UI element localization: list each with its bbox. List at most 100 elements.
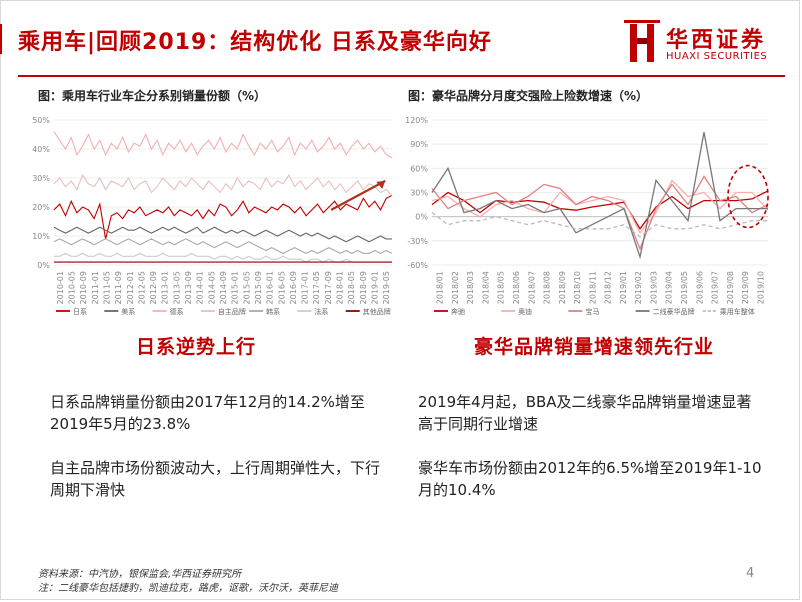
- x-tick-label: 2016-05: [277, 271, 286, 304]
- accent-bar: [0, 24, 2, 54]
- y-tick-label: 50%: [32, 116, 50, 125]
- y-tick-label: 40%: [32, 145, 50, 154]
- right-paragraph-2: 豪华车市场份额由2012年的6.5%增至2019年1-10月的10.4%: [418, 459, 762, 499]
- x-tick-label: 2015-05: [242, 271, 251, 304]
- x-tick-label: 2018/08: [543, 271, 552, 304]
- y-tick-label: 0%: [37, 261, 50, 270]
- x-tick-label: 2017-05: [312, 271, 321, 304]
- x-tick-label: 2018/07: [527, 271, 536, 304]
- y-tick-label: -60%: [407, 261, 428, 270]
- left-line-chart: 0%10%20%30%40%50%2010-01 2010-05 2010-09 20…: [32, 116, 393, 316]
- x-tick-label: 2011-05: [102, 271, 111, 304]
- x-tick-label: 2017-01: [301, 271, 310, 304]
- x-tick-label: 2019/04: [665, 271, 674, 304]
- series-line-美系: [53, 226, 392, 243]
- legend-label: 自主品牌: [218, 307, 246, 316]
- x-tick-label: 2018/06: [512, 271, 521, 304]
- left-paragraph-1: 日系品牌销量份额由2017年12月的14.2%增至2019年5月的23.8%: [50, 393, 365, 433]
- x-tick-label: 2018/05: [497, 271, 506, 304]
- series-line-德系: [53, 131, 393, 159]
- series-line-日系: [53, 194, 393, 240]
- company-logo: 华西证券 HUAXI SECURITIES: [624, 20, 784, 72]
- arrow-head-icon: [376, 180, 386, 189]
- y-tick-label: 60%: [410, 164, 428, 173]
- page-number: 4: [746, 566, 755, 581]
- series-line-宝马: [431, 175, 769, 251]
- x-tick-label: 2014-01: [196, 271, 205, 304]
- x-tick-label: 2017-09: [324, 271, 333, 304]
- y-tick-label: 20%: [32, 203, 50, 212]
- legend-label: 韩系: [266, 307, 280, 316]
- x-tick-label: 2018/12: [604, 271, 613, 304]
- x-tick-label: 2018-01: [336, 271, 345, 304]
- x-tick-label: 2018-05: [347, 271, 356, 304]
- y-tick-label: -30%: [407, 237, 428, 246]
- slide-title: 乘用车|回顾2019：结构优化 日系及豪华向好: [18, 30, 492, 55]
- x-tick-label: 2018/02: [451, 271, 460, 304]
- x-tick-label: 2018/10: [573, 271, 582, 304]
- x-tick-label: 2014-09: [219, 271, 228, 304]
- source-note: 资料来源：中汽协，银保监会,华西证券研究所 注：二线豪华包括捷豹，凯迪拉克，路虎…: [38, 568, 338, 596]
- x-tick-label: 2015-09: [254, 271, 263, 304]
- x-tick-label: 2013-05: [172, 271, 181, 304]
- x-tick-label: 2019/03: [649, 271, 658, 304]
- x-tick-label: 2018/09: [558, 271, 567, 304]
- x-tick-label: 2019/09: [741, 271, 750, 304]
- legend-label: 其他品牌: [363, 307, 391, 316]
- x-tick-label: 2010-09: [79, 271, 88, 304]
- right-paragraph-1: 2019年4月起，BBA及二线豪华品牌销量增速显著高于同期行业增速: [418, 393, 752, 433]
- legend-label: 二线豪华品牌: [653, 307, 695, 316]
- x-tick-label: 2011-09: [114, 271, 123, 304]
- left-section-heading: 日系逆势上行: [136, 336, 257, 358]
- x-tick-label: 2019/05: [680, 271, 689, 304]
- x-tick-label: 2013-01: [161, 271, 170, 304]
- x-tick-label: 2019/06: [695, 271, 704, 304]
- x-tick-label: 2018/04: [481, 271, 490, 304]
- x-tick-label: 2014-05: [207, 271, 216, 304]
- series-line-韩系: [53, 238, 393, 255]
- legend-label: 奔驰: [451, 307, 465, 316]
- source-line: 资料来源：中汽协，银保监会,华西证券研究所: [38, 569, 242, 580]
- series-line-二线豪华品牌: [431, 131, 768, 260]
- x-tick-label: 2012-09: [149, 271, 158, 304]
- y-tick-label: 30%: [32, 174, 50, 183]
- x-tick-label: 2012-05: [137, 271, 146, 304]
- x-tick-label: 2018/11: [588, 271, 597, 304]
- x-tick-label: 2019-01: [371, 271, 380, 304]
- legend-label: 宝马: [585, 307, 599, 316]
- title-divider: [18, 75, 785, 77]
- legend-label: 日系: [73, 307, 87, 316]
- legend-label: 美系: [121, 307, 135, 316]
- trend-arrow-icon: [330, 179, 386, 211]
- right-section-heading: 豪华品牌销量增速领先行业: [474, 336, 715, 358]
- x-tick-label: 2018-09: [359, 271, 368, 304]
- x-tick-label: 2019/07: [711, 271, 720, 304]
- legend-label: 法系: [314, 307, 328, 316]
- logo-text-en: HUAXI SECURITIES: [666, 51, 768, 62]
- x-tick-label: 2015-01: [231, 271, 240, 304]
- y-tick-label: 30%: [410, 189, 428, 198]
- x-tick-label: 2011-01: [91, 271, 100, 304]
- right-figure-title: 图：豪华品牌分月度交强险上险数增速（%）: [408, 89, 649, 103]
- x-tick-label: 2018/01: [436, 271, 445, 304]
- highlight-circle: [727, 164, 769, 229]
- footnote-line: 注：二线豪华包括捷豹，凯迪拉克，路虎，讴歌，沃尔沃，英菲尼迪: [38, 583, 338, 594]
- legend-label: 德系: [170, 307, 184, 316]
- y-tick-label: 120%: [405, 116, 428, 125]
- legend-label: 乘用车整体: [720, 307, 755, 316]
- x-tick-label: 2012-01: [126, 271, 135, 304]
- x-tick-label: 2019/01: [619, 271, 628, 304]
- x-tick-label: 2016-01: [266, 271, 275, 304]
- logo-text-cn: 华西证券: [666, 28, 767, 53]
- y-tick-label: 0%: [415, 213, 428, 222]
- x-tick-label: 2019/02: [634, 271, 643, 304]
- x-tick-label: 2010-05: [67, 271, 76, 304]
- series-line-法系: [54, 252, 392, 263]
- huaxi-logo-icon: [624, 20, 660, 62]
- x-tick-label: 2010-01: [56, 271, 65, 304]
- y-tick-label: 10%: [32, 232, 50, 241]
- x-tick-label: 2016-09: [289, 271, 298, 304]
- series-line-自主品牌: [53, 173, 393, 196]
- right-line-chart: -60% -30% 0% 30% 60% 90% 120% 2018/01 2018/02 201…: [405, 116, 769, 316]
